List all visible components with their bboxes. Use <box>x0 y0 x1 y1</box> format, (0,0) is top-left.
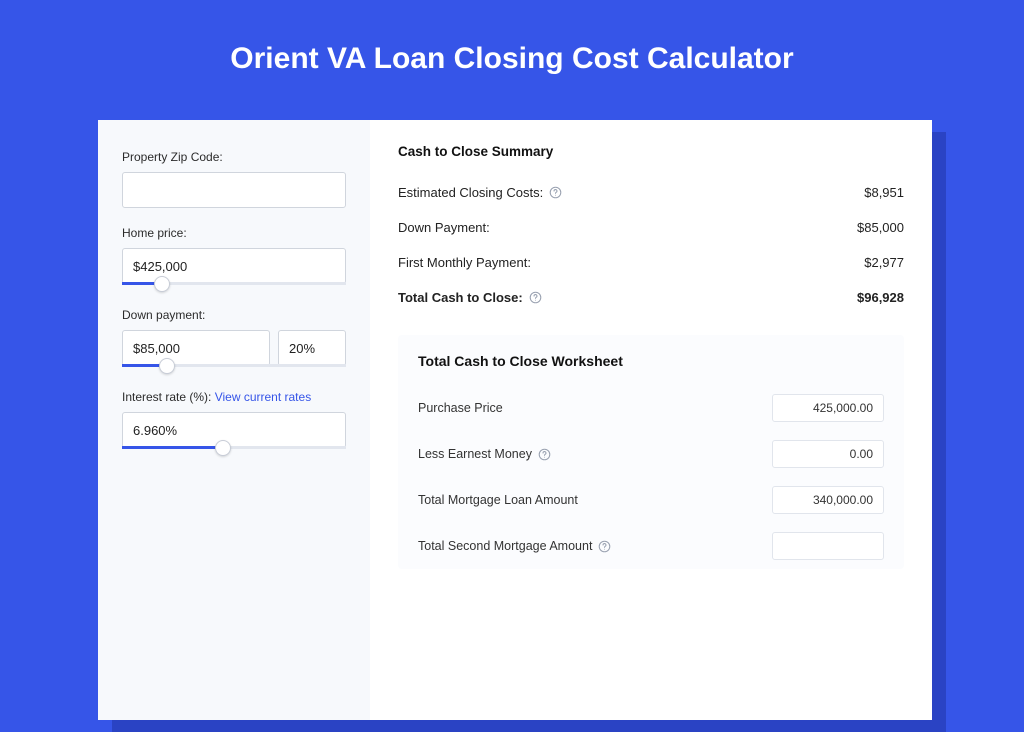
down-payment-slider[interactable] <box>122 330 346 366</box>
help-icon[interactable] <box>598 540 611 553</box>
results-column: Cash to Close Summary Estimated Closing … <box>370 120 932 720</box>
worksheet-row-label: Total Mortgage Loan Amount <box>418 493 578 507</box>
zip-input[interactable] <box>122 172 346 208</box>
worksheet-value-input[interactable] <box>772 486 884 514</box>
worksheet-section: Total Cash to Close Worksheet Purchase P… <box>398 335 904 569</box>
inputs-column: Property Zip Code: Home price: Down paym… <box>98 120 370 720</box>
rate-slider[interactable] <box>122 412 346 448</box>
down-payment-field-group: Down payment: <box>122 308 346 366</box>
worksheet-row: Total Mortgage Loan Amount <box>418 477 884 523</box>
home-price-label: Home price: <box>122 226 346 240</box>
rate-label: Interest rate (%): View current rates <box>122 390 346 404</box>
rate-label-text: Interest rate (%): <box>122 390 215 404</box>
worksheet-row-label: Purchase Price <box>418 401 503 415</box>
help-icon[interactable] <box>529 291 542 304</box>
summary-row-value: $96,928 <box>857 290 904 305</box>
slider-thumb[interactable] <box>159 358 175 374</box>
worksheet-row: Purchase Price <box>418 385 884 431</box>
worksheet-row: Less Earnest Money <box>418 431 884 477</box>
down-payment-label: Down payment: <box>122 308 346 322</box>
view-rates-link[interactable]: View current rates <box>215 390 312 404</box>
summary-row-value: $8,951 <box>864 185 904 200</box>
help-icon[interactable] <box>549 186 562 199</box>
down-payment-input[interactable] <box>122 330 270 366</box>
rate-field-group: Interest rate (%): View current rates <box>122 390 346 448</box>
worksheet-value-input[interactable] <box>772 440 884 468</box>
down-payment-pct-input[interactable] <box>278 330 346 366</box>
summary-row: First Monthly Payment: $2,977 <box>398 245 904 280</box>
worksheet-label-text: Total Second Mortgage Amount <box>418 539 592 553</box>
zip-label: Property Zip Code: <box>122 150 346 164</box>
summary-label-text: Estimated Closing Costs: <box>398 185 543 200</box>
summary-label-text: Down Payment: <box>398 220 490 235</box>
summary-row-label: Total Cash to Close: <box>398 290 542 305</box>
slider-thumb[interactable] <box>154 276 170 292</box>
home-price-field-group: Home price: <box>122 226 346 284</box>
zip-field-group: Property Zip Code: <box>122 150 346 208</box>
worksheet-heading: Total Cash to Close Worksheet <box>418 353 884 369</box>
summary-row-label: First Monthly Payment: <box>398 255 531 270</box>
summary-row: Total Cash to Close: $96,928 <box>398 280 904 315</box>
worksheet-value-input[interactable] <box>772 394 884 422</box>
worksheet-label-text: Total Mortgage Loan Amount <box>418 493 578 507</box>
worksheet-row-label: Less Earnest Money <box>418 447 551 461</box>
worksheet-label-text: Less Earnest Money <box>418 447 532 461</box>
summary-row-value: $85,000 <box>857 220 904 235</box>
summary-label-text: Total Cash to Close: <box>398 290 523 305</box>
summary-row-value: $2,977 <box>864 255 904 270</box>
slider-fill <box>122 446 223 449</box>
worksheet-value-input[interactable] <box>772 532 884 560</box>
slider-thumb[interactable] <box>215 440 231 456</box>
summary-heading: Cash to Close Summary <box>398 144 904 159</box>
home-price-slider[interactable] <box>122 248 346 284</box>
page-title: Orient VA Loan Closing Cost Calculator <box>0 0 1024 104</box>
summary-row-label: Estimated Closing Costs: <box>398 185 562 200</box>
summary-row: Down Payment: $85,000 <box>398 210 904 245</box>
help-icon[interactable] <box>538 448 551 461</box>
summary-row-label: Down Payment: <box>398 220 490 235</box>
rate-input[interactable] <box>122 412 346 448</box>
calculator-panel: Property Zip Code: Home price: Down paym… <box>98 120 932 720</box>
summary-section: Cash to Close Summary Estimated Closing … <box>398 144 904 315</box>
worksheet-label-text: Purchase Price <box>418 401 503 415</box>
worksheet-row-label: Total Second Mortgage Amount <box>418 539 611 553</box>
worksheet-row: Total Second Mortgage Amount <box>418 523 884 569</box>
summary-label-text: First Monthly Payment: <box>398 255 531 270</box>
summary-row: Estimated Closing Costs: $8,951 <box>398 175 904 210</box>
